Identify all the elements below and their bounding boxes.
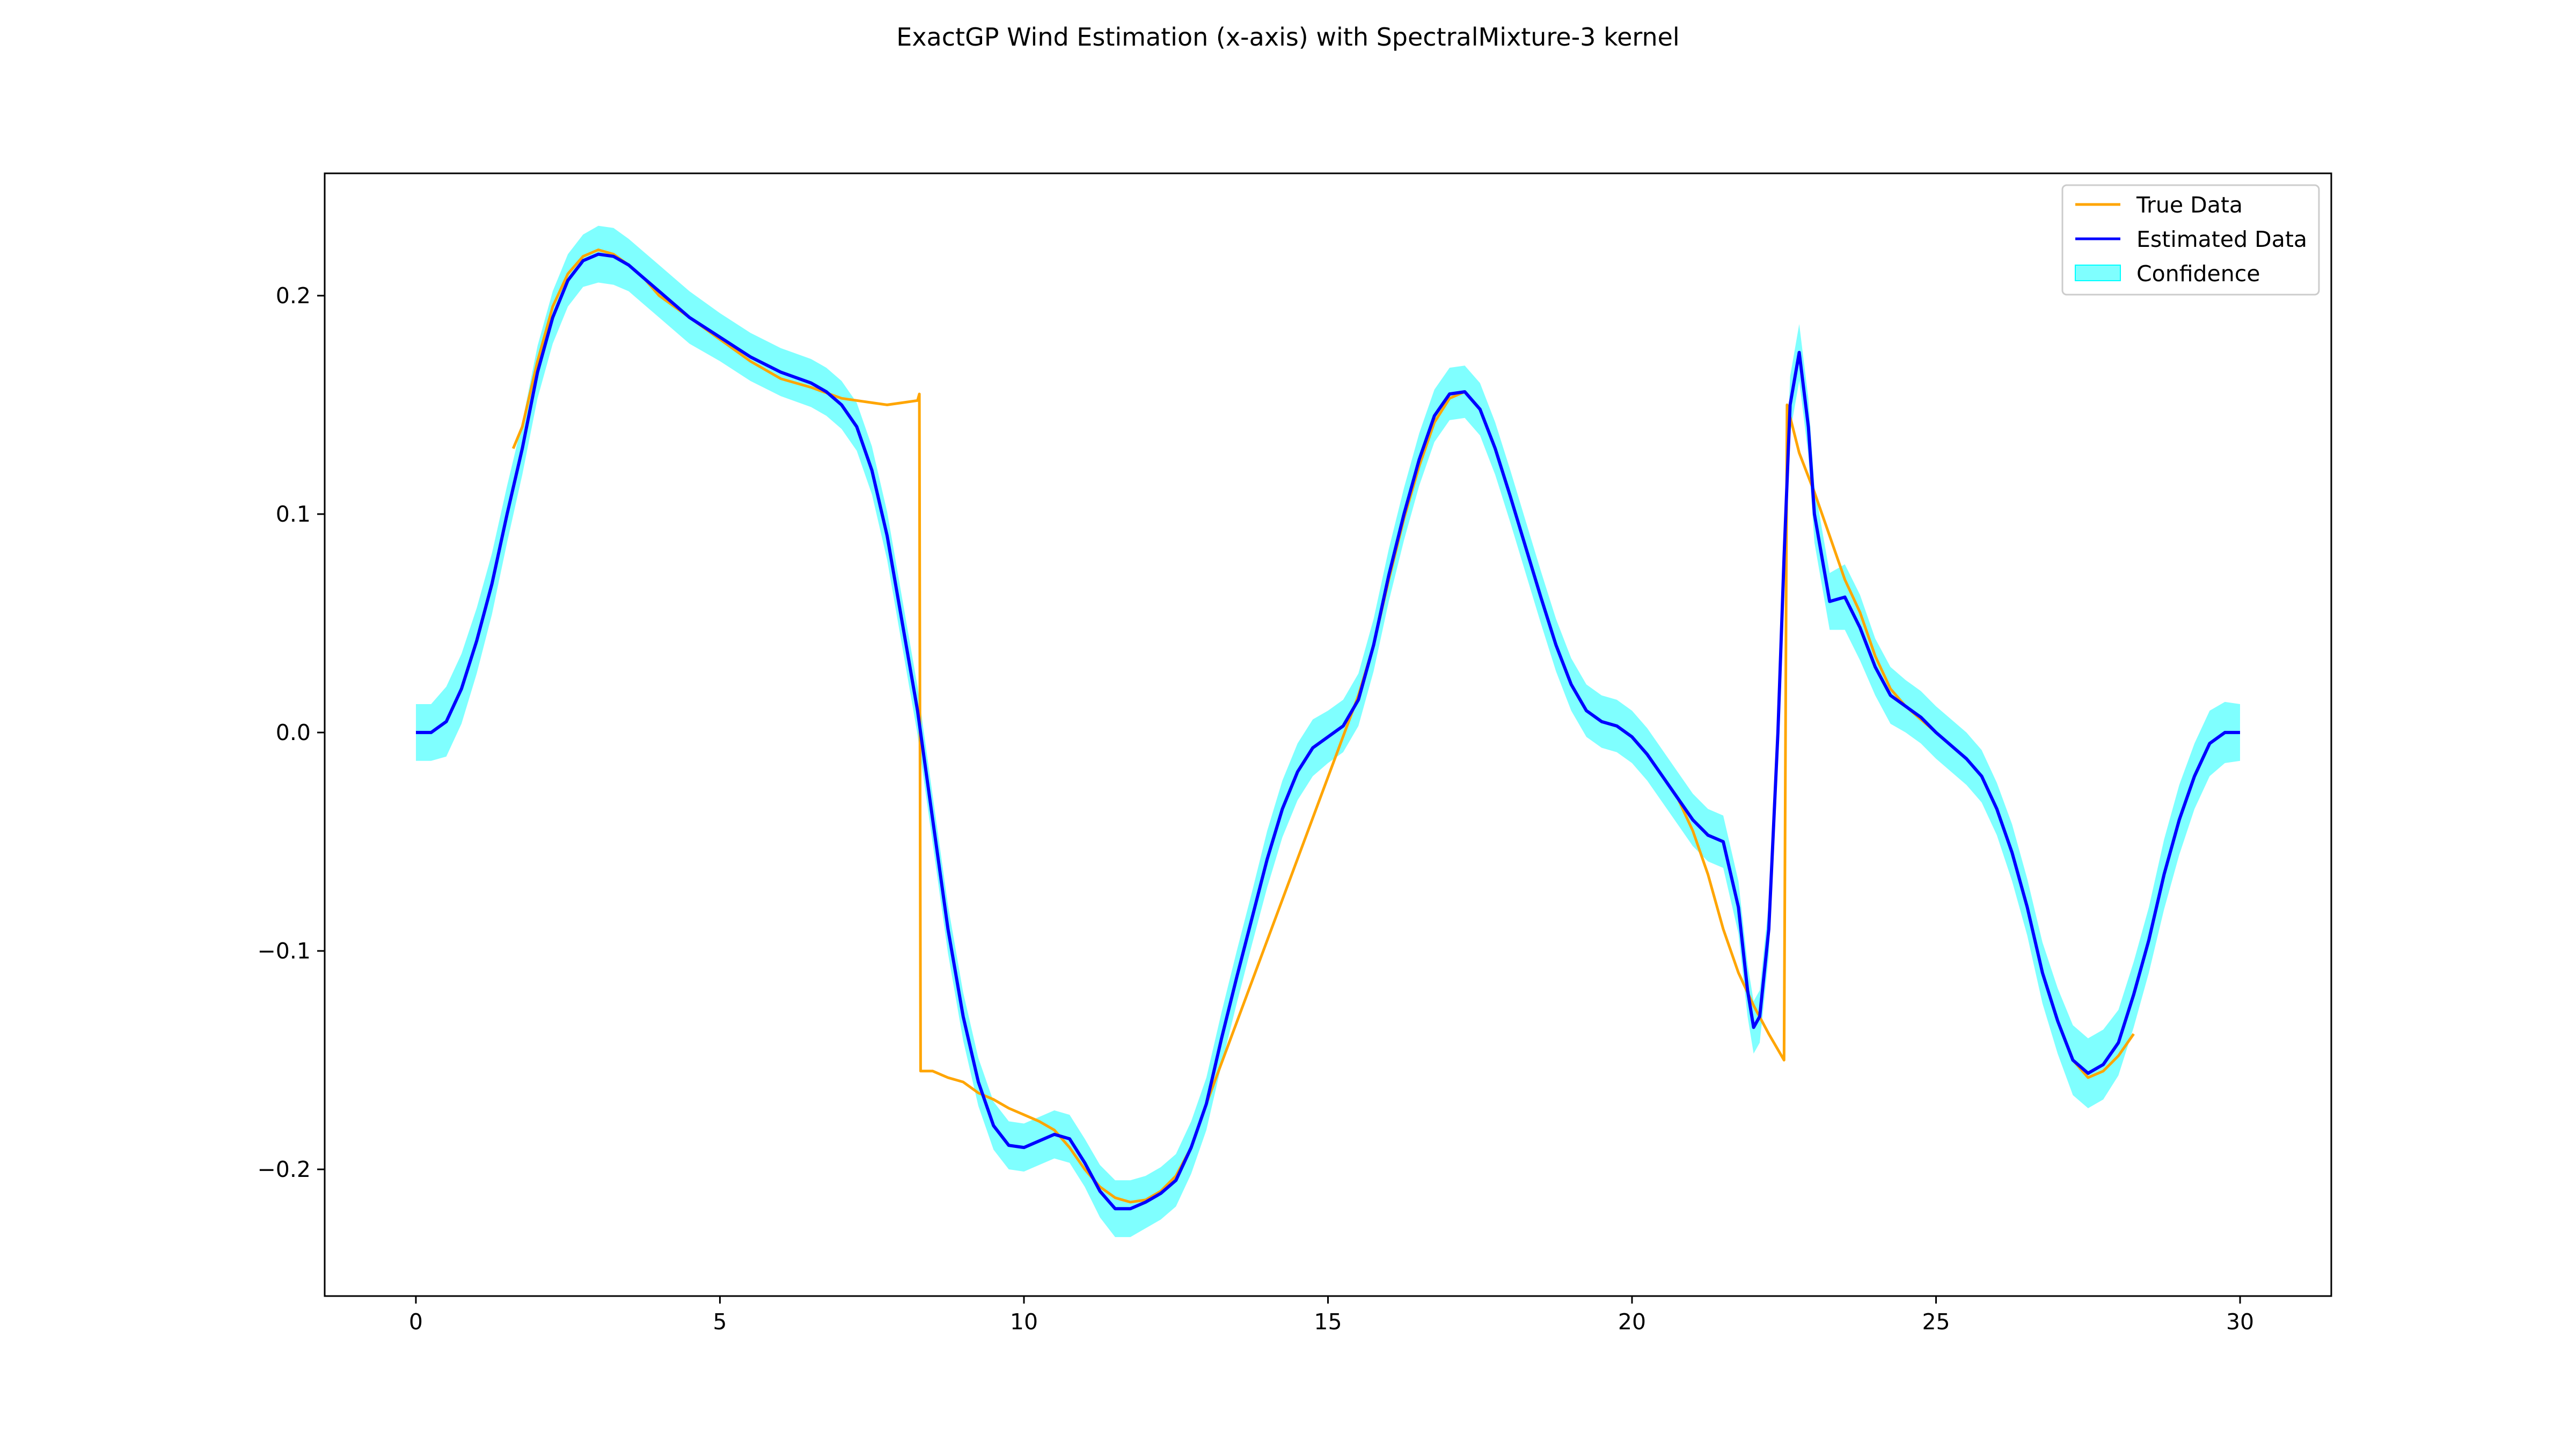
- y-tick-label: 0.1: [276, 501, 311, 527]
- legend-confidence-label: Confidence: [2136, 261, 2260, 287]
- x-tick-label: 5: [713, 1309, 727, 1335]
- true-data-line: [511, 248, 2135, 1204]
- x-tick-label: 0: [409, 1309, 423, 1335]
- y-axis: −0.2 −0.1 0.0 0.1 0.2: [257, 283, 325, 1182]
- estimated-data-line: [416, 252, 2240, 1211]
- x-tick-label: 25: [1922, 1309, 1950, 1335]
- legend-box: [2061, 184, 2320, 296]
- estimated-data-layer: [416, 252, 2240, 1211]
- legend: True Data Estimated Data Confidence: [2061, 184, 2320, 296]
- legend-true-data-label: True Data: [2136, 192, 2243, 218]
- x-tick-label: 10: [1010, 1309, 1038, 1335]
- x-tick-label: 20: [1618, 1309, 1646, 1335]
- legend-estimated-data-label: Estimated Data: [2136, 226, 2307, 252]
- y-tick-label: 0.0: [276, 720, 311, 745]
- x-tick-label: 30: [2226, 1309, 2254, 1335]
- true-data-layer: [511, 248, 2135, 1204]
- y-tick-label: 0.2: [276, 283, 311, 309]
- x-axis: 0 5 10 15 20 25 30: [409, 1296, 2254, 1335]
- legend-confidence-swatch: [2075, 265, 2121, 281]
- confidence-band: [416, 225, 2240, 1238]
- chart-title: ExactGP Wind Estimation (x-axis) with Sp…: [896, 23, 1680, 52]
- confidence-band-layer: [416, 225, 2240, 1238]
- y-tick-label: −0.2: [257, 1157, 311, 1182]
- x-tick-label: 15: [1314, 1309, 1342, 1335]
- y-tick-label: −0.1: [257, 938, 311, 964]
